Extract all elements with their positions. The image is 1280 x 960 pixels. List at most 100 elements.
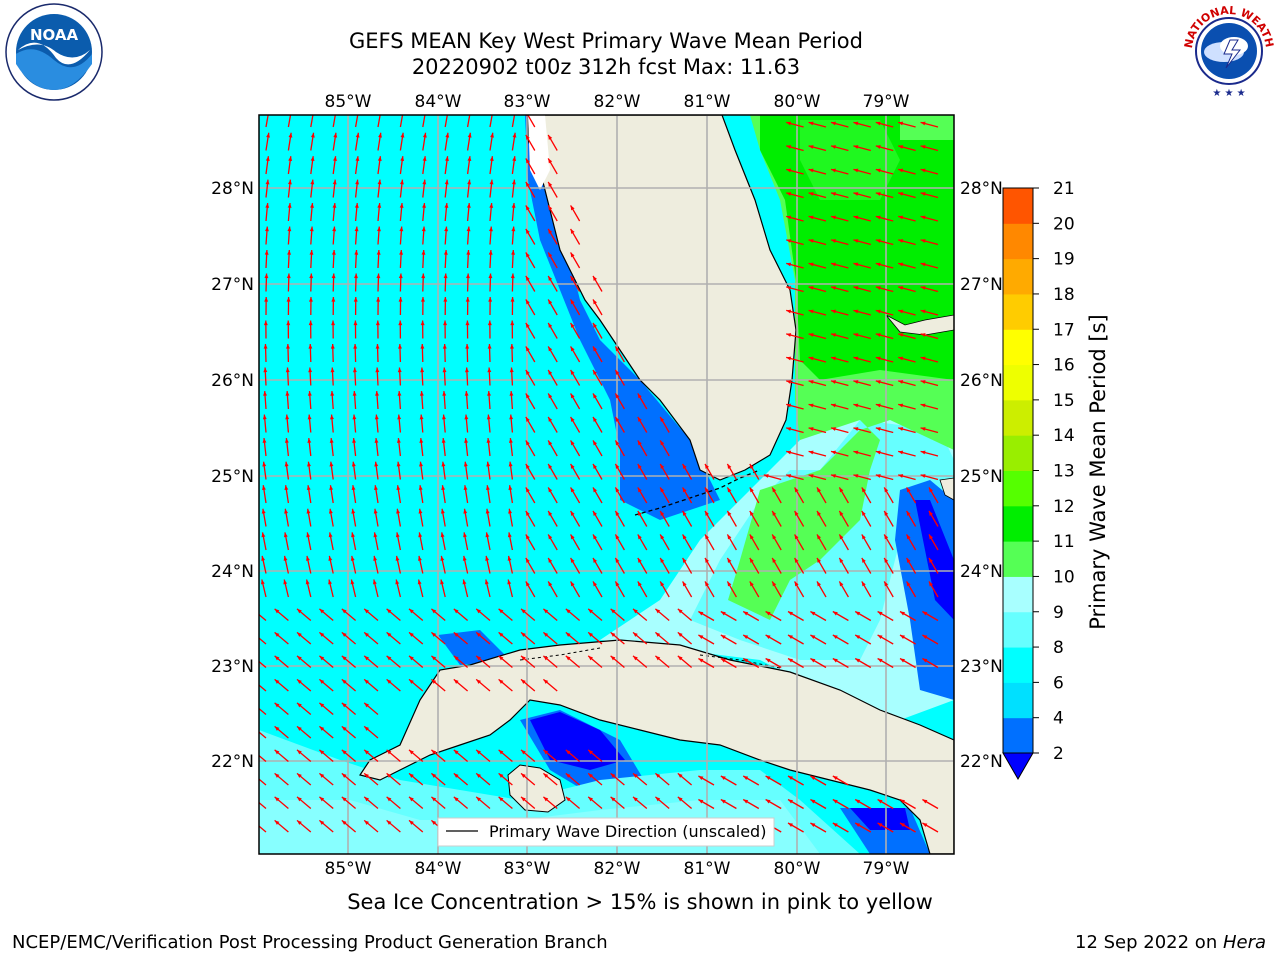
wave-arrow-head xyxy=(398,297,403,302)
wave-arrow-head xyxy=(808,286,814,290)
wave-arrow-head xyxy=(386,796,392,802)
wave-arrow-head xyxy=(682,487,687,493)
wave-arrow-head xyxy=(378,132,382,138)
wave-arrow-head xyxy=(794,534,799,540)
wave-arrow-head xyxy=(252,820,257,824)
wave-arrow-head xyxy=(431,773,437,778)
wave-arrow-head xyxy=(261,532,266,538)
wave-arrow-head xyxy=(660,487,665,493)
wave-arrow-head xyxy=(637,510,642,516)
wave-arrow-head xyxy=(319,632,325,637)
wave-arrow-head xyxy=(853,427,859,431)
wave-arrow-head xyxy=(808,333,814,337)
wave-arrow-head xyxy=(525,275,530,281)
wave-arrow-head xyxy=(749,581,754,587)
wave-arrow-head xyxy=(786,403,792,408)
wave-arrow-head xyxy=(853,262,859,267)
wave-arrow-head xyxy=(377,179,382,185)
wave-arrow-head xyxy=(565,655,571,661)
wave-arrow-head xyxy=(264,297,269,302)
wave-arrow-head xyxy=(284,438,289,443)
wave-arrow-head xyxy=(297,796,302,802)
lat-label-left: 28°N xyxy=(211,179,254,199)
wave-arrow-head xyxy=(283,579,288,585)
wave-arrow-head xyxy=(920,215,926,220)
wave-arrow-head xyxy=(786,309,792,314)
wave-arrow-head xyxy=(486,414,491,420)
wave-arrow-head xyxy=(906,557,911,563)
wave-arrow-head xyxy=(489,179,494,185)
colorbar-tick-label: 8 xyxy=(1053,638,1064,658)
wave-arrow-head xyxy=(810,611,816,616)
wave-arrow-head xyxy=(831,215,836,220)
wave-arrow-head xyxy=(525,510,530,516)
wave-arrow-head xyxy=(509,391,514,396)
wave-arrow-head xyxy=(521,655,526,661)
wave-arrow-head xyxy=(808,215,814,220)
wave-arrow-head xyxy=(311,109,315,114)
colorbar-segment xyxy=(1003,435,1033,471)
wave-arrow-head xyxy=(465,297,470,302)
wave-arrow-head xyxy=(431,749,437,755)
wave-arrow-head xyxy=(637,463,642,469)
wave-arrow-head xyxy=(409,773,414,778)
wave-arrow-head xyxy=(610,773,616,778)
wave-arrow-head xyxy=(920,309,926,314)
wave-arrow-head xyxy=(341,608,347,614)
lat-label-left: 25°N xyxy=(211,467,254,487)
wave-arrow-head xyxy=(265,156,270,161)
wave-arrow-head xyxy=(399,203,404,208)
wave-arrow-head xyxy=(920,168,926,173)
wave-arrow-head xyxy=(884,534,889,540)
wave-arrow-head xyxy=(509,367,514,373)
wave-arrow-head xyxy=(570,416,575,422)
wave-arrow-head xyxy=(853,215,859,220)
colorbar-segment xyxy=(1003,576,1033,613)
wave-arrow-head xyxy=(386,749,392,755)
wave-arrow-head xyxy=(548,228,553,234)
wave-arrow-head xyxy=(443,273,448,279)
wave-arrow-head xyxy=(853,145,859,149)
wave-arrow-head xyxy=(525,416,530,422)
colorbar-segment xyxy=(1003,293,1033,330)
wave-arrow-head xyxy=(875,239,881,243)
wave-arrow-head xyxy=(274,726,280,731)
wave-arrow-head xyxy=(698,799,704,804)
wave-arrow-head xyxy=(570,393,575,399)
wave-arrow-head xyxy=(593,463,597,469)
wave-arrow-head xyxy=(419,438,424,443)
wave-arrow-head xyxy=(588,608,593,614)
wave-arrow-head xyxy=(420,367,425,373)
wave-arrow-head xyxy=(489,226,493,232)
wave-arrow-head xyxy=(525,134,530,140)
wave-arrow-head xyxy=(877,823,883,827)
wave-arrow-head xyxy=(831,333,836,337)
wave-arrow-head xyxy=(508,485,513,491)
wave-arrow-head xyxy=(743,635,749,639)
wave-arrow-head xyxy=(431,679,437,684)
wave-arrow-head xyxy=(898,215,904,220)
wave-arrow-head xyxy=(484,579,489,585)
wave-arrow-head xyxy=(377,156,382,161)
wave-arrow-head xyxy=(464,391,469,396)
wave-arrow-head xyxy=(308,297,313,302)
wave-arrow-head xyxy=(372,579,377,585)
wave-arrow-head xyxy=(772,557,777,563)
wave-arrow-head xyxy=(331,320,336,326)
wave-arrow-head xyxy=(588,655,593,661)
wave-arrow-head xyxy=(677,632,683,637)
wave-arrow-head xyxy=(319,702,325,708)
wave-arrow-head xyxy=(765,799,771,804)
wave-arrow-head xyxy=(920,286,926,290)
wave-arrow-head xyxy=(490,132,494,138)
wave-arrow-head xyxy=(418,508,423,514)
wave-arrow-head xyxy=(341,796,347,802)
wave-arrow-head xyxy=(274,820,280,825)
wave-arrow-head xyxy=(463,508,468,514)
wave-arrow-head xyxy=(409,796,414,802)
wave-arrow-head xyxy=(468,109,472,114)
wave-arrow-head xyxy=(615,557,620,563)
wave-arrow-head xyxy=(252,632,257,636)
wave-arrow-head xyxy=(637,440,642,446)
